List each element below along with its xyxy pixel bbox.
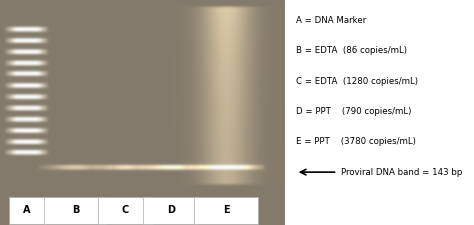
FancyBboxPatch shape: [194, 197, 258, 224]
Text: C = EDTA  (1280 copies/mL): C = EDTA (1280 copies/mL): [296, 76, 418, 86]
Text: E = PPT    (3780 copies/mL): E = PPT (3780 copies/mL): [296, 137, 416, 146]
Text: A = DNA Marker: A = DNA Marker: [296, 16, 366, 25]
FancyBboxPatch shape: [98, 197, 153, 224]
FancyBboxPatch shape: [143, 197, 198, 224]
FancyBboxPatch shape: [45, 197, 106, 224]
Text: E: E: [223, 205, 229, 215]
Text: A: A: [23, 205, 31, 215]
Text: B: B: [72, 205, 79, 215]
Text: B = EDTA  (86 copies/mL): B = EDTA (86 copies/mL): [296, 46, 407, 55]
Text: Proviral DNA band = 143 bp: Proviral DNA band = 143 bp: [341, 168, 463, 177]
Text: D = PPT    (790 copies/mL): D = PPT (790 copies/mL): [296, 107, 411, 116]
Text: D: D: [167, 205, 174, 215]
Text: C: C: [121, 205, 129, 215]
FancyBboxPatch shape: [9, 197, 46, 224]
